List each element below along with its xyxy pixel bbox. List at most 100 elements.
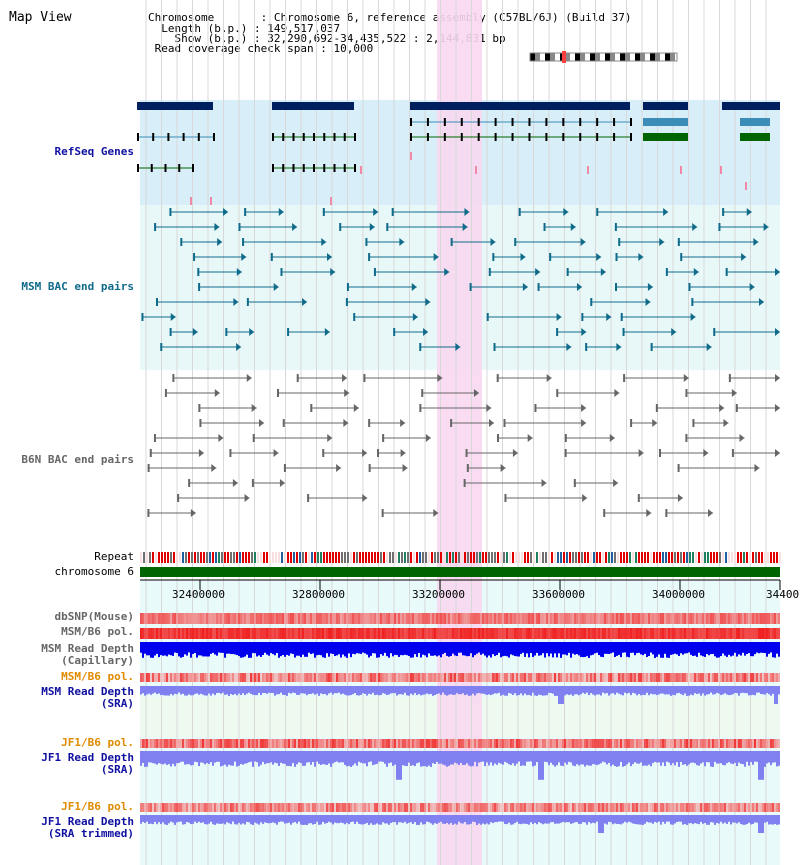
- polymorphism-cell: [160, 739, 162, 748]
- read-depth-bar: [354, 642, 356, 655]
- read-depth-bar: [170, 642, 172, 656]
- polymorphism-cell: [676, 613, 678, 624]
- refseq-marker: [190, 197, 192, 205]
- polymorphism-cell: [160, 628, 162, 639]
- polymorphism-cell: [470, 628, 472, 639]
- read-depth-bar: [676, 642, 678, 655]
- repeat-element: [734, 552, 736, 563]
- polymorphism-cell: [770, 673, 772, 682]
- read-depth-bar: [230, 642, 232, 655]
- read-depth-bar: [244, 751, 246, 764]
- read-depth-bar: [290, 642, 292, 654]
- bac-end: [488, 268, 491, 276]
- polymorphism-cell: [362, 613, 364, 624]
- polymorphism-cell: [722, 739, 724, 748]
- polymorphism-cell: [202, 628, 204, 639]
- polymorphism-cell: [694, 803, 696, 812]
- track-label-b6n-bac[interactable]: B6N BAC end pairs: [21, 453, 134, 466]
- refseq-exon: [477, 118, 480, 126]
- track-label-jf1-depth[interactable]: JF1 Read Depth (SRA): [41, 751, 134, 776]
- polymorphism-cell: [622, 739, 624, 748]
- bac-end: [466, 464, 469, 472]
- track-label-dbsnp[interactable]: dbSNP(Mouse): [54, 610, 134, 623]
- read-depth-bar: [416, 686, 418, 696]
- track-label-chromosome[interactable]: chromosome 6: [54, 565, 134, 578]
- bac-end-arrow: [455, 343, 461, 351]
- read-depth-bar: [290, 686, 292, 694]
- polymorphism-cell: [648, 613, 650, 624]
- repeat-element: [143, 552, 145, 563]
- polymorphism-cell: [552, 739, 554, 748]
- read-depth-bar: [552, 686, 554, 694]
- read-depth-bar: [272, 642, 274, 655]
- polymorphism-cell: [186, 628, 188, 639]
- polymorphism-cell: [374, 628, 376, 639]
- polymorphism-cell: [666, 673, 668, 682]
- polymorphism-cell: [184, 628, 186, 639]
- read-depth-bar: [658, 751, 660, 763]
- repeat-element: [485, 552, 487, 563]
- polymorphism-cell: [360, 739, 362, 748]
- read-depth-bar: [748, 751, 750, 766]
- polymorphism-cell: [442, 613, 444, 624]
- polymorphism-cell: [198, 628, 200, 639]
- read-depth-bar: [602, 751, 604, 762]
- polymorphism-cell: [170, 613, 172, 624]
- polymorphism-cell: [610, 803, 612, 812]
- read-depth-bar: [306, 751, 308, 763]
- track-label-msm-pol-sra[interactable]: MSM/B6 pol.: [61, 670, 134, 683]
- polymorphism-cell: [252, 803, 254, 812]
- track-label-msm-bac[interactable]: MSM BAC end pairs: [21, 280, 134, 293]
- bac-end: [229, 449, 232, 457]
- polymorphism-cell: [466, 739, 468, 748]
- refseq-gene-block: [722, 102, 780, 110]
- polymorphism-cell: [472, 739, 474, 748]
- track-label-jf1-depth-trimmed[interactable]: JF1 Read Depth (SRA trimmed): [41, 815, 134, 840]
- read-depth-bar: [312, 815, 314, 825]
- bac-end-arrow: [344, 389, 350, 397]
- polymorphism-cell: [764, 803, 766, 812]
- read-depth-bar: [700, 815, 702, 822]
- chromosome-ideogram[interactable]: [529, 51, 678, 63]
- polymorphism-cell: [210, 803, 212, 812]
- bac-end-arrow: [251, 404, 257, 412]
- read-depth-bar: [544, 642, 546, 658]
- polymorphism-cell: [536, 613, 538, 624]
- repeat-element: [386, 552, 388, 563]
- refseq-exon: [313, 133, 315, 141]
- read-depth-bar: [298, 686, 300, 695]
- read-depth-bar: [372, 751, 374, 766]
- polymorphism-cell: [380, 803, 382, 812]
- polymorphism-cell: [628, 673, 630, 682]
- polymorphism-cell: [320, 613, 322, 624]
- track-label-repeat[interactable]: Repeat: [94, 550, 134, 563]
- track-label-jf1-pol[interactable]: JF1/B6 pol.: [61, 736, 134, 749]
- polymorphism-cell: [406, 628, 408, 639]
- track-label-msm-depth-capillary[interactable]: MSM Read Depth (Capillary): [41, 642, 134, 667]
- track-label-msm-depth-sra[interactable]: MSM Read Depth (SRA): [41, 685, 134, 710]
- polymorphism-cell: [476, 613, 478, 624]
- polymorphism-cell: [758, 803, 760, 812]
- track-label-msm-pol[interactable]: MSM/B6 pol.: [61, 625, 134, 638]
- read-depth-bar: [680, 751, 682, 762]
- read-depth-bar: [314, 686, 316, 695]
- polymorphism-cell: [314, 613, 316, 624]
- repeat-element: [566, 552, 568, 563]
- read-depth-bar: [546, 815, 548, 824]
- read-depth-bar: [524, 815, 526, 824]
- track-label-refseq[interactable]: RefSeq Genes: [54, 145, 134, 158]
- read-depth-bar: [750, 642, 752, 657]
- read-depth-bar: [652, 642, 654, 655]
- track-label-jf1-pol-trimmed[interactable]: JF1/B6 pol.: [61, 800, 134, 813]
- read-depth-bar: [496, 815, 498, 822]
- polymorphism-cell: [168, 803, 170, 812]
- polymorphism-cell: [342, 739, 344, 748]
- polymorphism-cell: [490, 628, 492, 639]
- read-depth-bar: [438, 686, 440, 694]
- read-depth-bar: [548, 751, 550, 766]
- repeat-element: [218, 552, 220, 563]
- polymorphism-cell: [424, 739, 426, 748]
- read-depth-bar: [656, 815, 658, 823]
- read-depth-bar: [598, 815, 600, 833]
